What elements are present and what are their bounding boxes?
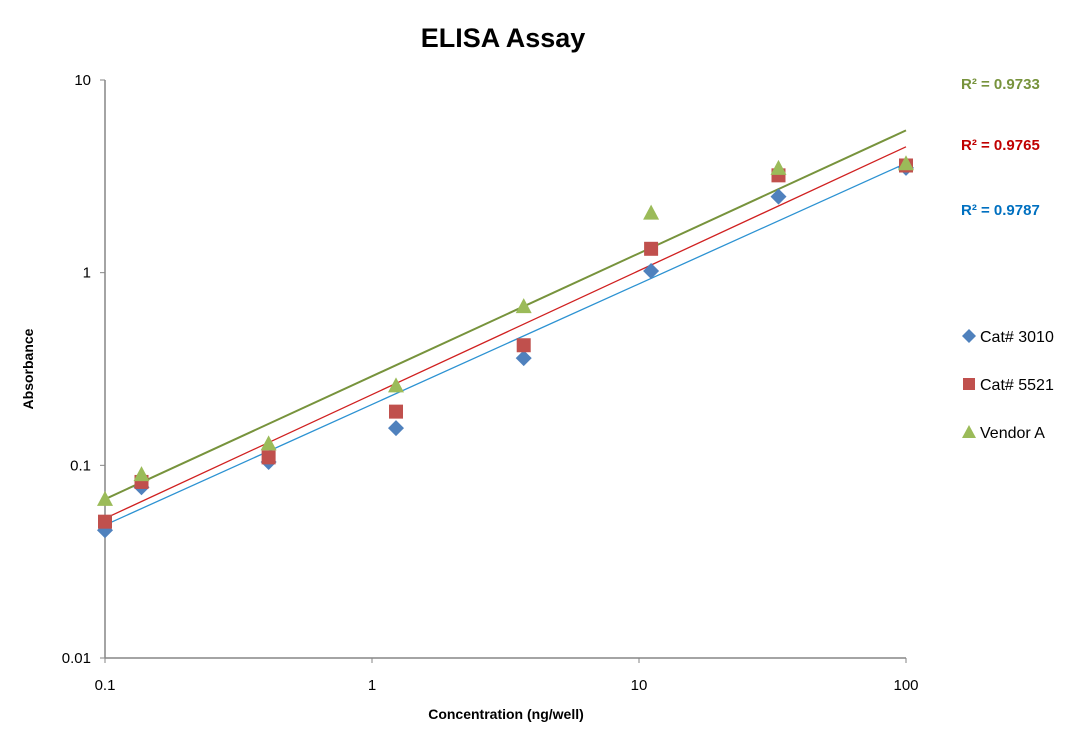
x-axis-label: Concentration (ng/well) — [428, 706, 584, 722]
trendline-cat-3010 — [104, 162, 907, 526]
r2-label: R² = 0.9765 — [961, 137, 1040, 154]
data-point-triangle — [898, 155, 914, 171]
r2-label: R² = 0.9787 — [961, 202, 1040, 219]
data-point-square — [516, 338, 531, 353]
data-point-triangle — [260, 435, 277, 451]
y-tick-label: 0.1 — [70, 457, 91, 474]
data-point-triangle — [515, 298, 532, 314]
data-point-square — [644, 241, 659, 256]
legend-marker-square — [963, 378, 975, 390]
y-tick-label: 1 — [83, 265, 91, 282]
data-point-square — [98, 514, 112, 529]
data-point-triangle — [770, 159, 787, 175]
legend-marker-diamond — [962, 329, 976, 343]
legend-marker-triangle — [962, 425, 976, 438]
x-tick-label: 100 — [893, 677, 918, 694]
data-point-diamond — [515, 350, 532, 367]
data-point-triangle — [97, 490, 113, 506]
data-point-triangle — [643, 204, 660, 220]
y-axis-label: Absorbance — [20, 328, 36, 409]
data-point-square — [389, 404, 404, 419]
data-point-triangle — [133, 466, 150, 482]
legend-label: Cat# 3010 — [980, 329, 1054, 346]
legend-label: Cat# 5521 — [980, 377, 1054, 394]
x-tick-label: 1 — [368, 677, 376, 694]
legend-label: Vendor A — [980, 425, 1045, 442]
chart-title: ELISA Assay — [421, 23, 586, 53]
x-tick-label: 0.1 — [95, 677, 116, 694]
trendline-cat-5521 — [104, 146, 907, 520]
y-tick-label: 0.01 — [62, 650, 91, 667]
data-point-diamond — [643, 263, 660, 280]
trendline-vendor-a — [104, 129, 907, 501]
data-point-square — [261, 450, 276, 465]
data-point-diamond — [770, 188, 787, 205]
y-tick-label: 10 — [74, 72, 91, 89]
data-point-triangle — [388, 377, 405, 393]
r2-label: R² = 0.9733 — [961, 76, 1040, 93]
x-tick-label: 10 — [631, 677, 648, 694]
data-point-diamond — [388, 420, 405, 437]
